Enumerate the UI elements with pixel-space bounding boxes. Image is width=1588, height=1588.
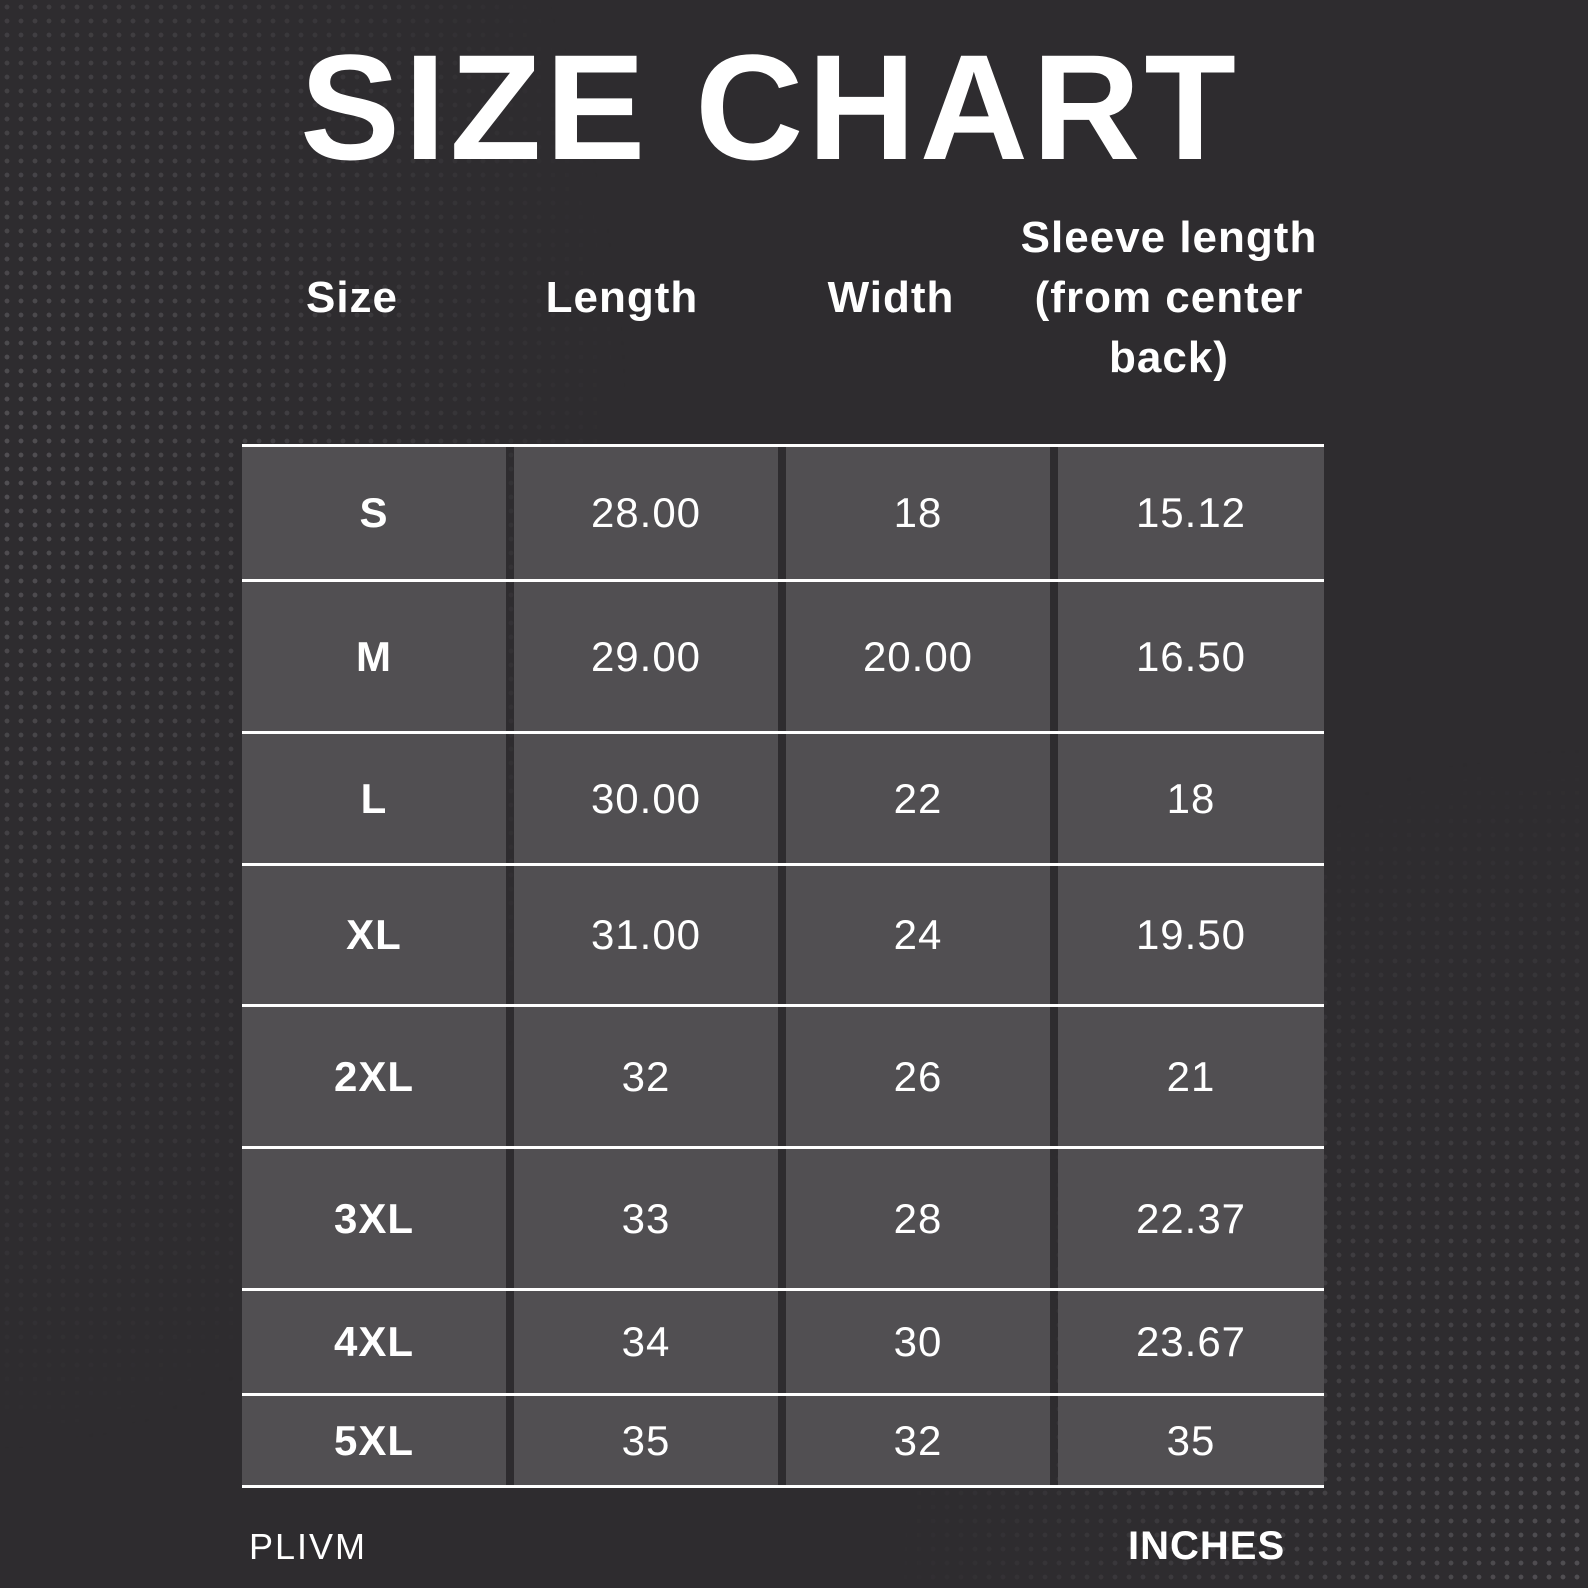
page-title: SIZE CHART — [300, 23, 1240, 191]
cell-sleeve: 23.67 — [1058, 1291, 1324, 1393]
table-row: XL 31.00 24 19.50 — [242, 866, 1324, 1007]
cell-sleeve: 18 — [1058, 734, 1324, 863]
header-width: Width — [827, 272, 955, 322]
cell-width: 32 — [786, 1396, 1050, 1485]
table-row: 2XL 32 26 21 — [242, 1007, 1324, 1149]
cell-size: 2XL — [242, 1007, 506, 1146]
header-size: Size — [305, 272, 399, 322]
table-row: 4XL 34 30 23.67 — [242, 1291, 1324, 1396]
cell-width: 28 — [786, 1149, 1050, 1288]
table-row: 5XL 35 32 35 — [242, 1396, 1324, 1488]
cell-length: 29.00 — [514, 582, 778, 731]
table-header: Size Length Width Sleeve length (from ce… — [242, 205, 1342, 390]
cell-length: 28.00 — [514, 447, 778, 579]
cell-size: 4XL — [242, 1291, 506, 1393]
cell-size: M — [242, 582, 506, 731]
cell-width: 26 — [786, 1007, 1050, 1146]
cell-length: 32 — [514, 1007, 778, 1146]
cell-sleeve: 15.12 — [1058, 447, 1324, 579]
size-table: S 28.00 18 15.12 M 29.00 20.00 16.50 L 3… — [242, 444, 1324, 1488]
unit-label: INCHES — [1128, 1524, 1286, 1568]
cell-length: 35 — [514, 1396, 778, 1485]
cell-size: S — [242, 447, 506, 579]
cell-size: L — [242, 734, 506, 863]
table-row: 3XL 33 28 22.37 — [242, 1149, 1324, 1291]
header-length: Length — [545, 272, 699, 322]
cell-length: 31.00 — [514, 866, 778, 1004]
cell-sleeve: 21 — [1058, 1007, 1324, 1146]
brand-label: PLIVM — [249, 1526, 368, 1567]
cell-size: XL — [242, 866, 506, 1004]
cell-length: 33 — [514, 1149, 778, 1288]
cell-size: 5XL — [242, 1396, 506, 1485]
cell-width: 22 — [786, 734, 1050, 863]
cell-width: 30 — [786, 1291, 1050, 1393]
table-row: M 29.00 20.00 16.50 — [242, 582, 1324, 734]
cell-length: 30.00 — [514, 734, 778, 863]
table-row: L 30.00 22 18 — [242, 734, 1324, 866]
cell-length: 34 — [514, 1291, 778, 1393]
cell-size: 3XL — [242, 1149, 506, 1288]
cell-width: 20.00 — [786, 582, 1050, 731]
header-sleeve-length: Sleeve length (from center back) — [1020, 212, 1318, 382]
cell-sleeve: 16.50 — [1058, 582, 1324, 731]
cell-width: 18 — [786, 447, 1050, 579]
cell-sleeve: 19.50 — [1058, 866, 1324, 1004]
cell-width: 24 — [786, 866, 1050, 1004]
cell-sleeve: 35 — [1058, 1396, 1324, 1485]
table-row: S 28.00 18 15.12 — [242, 444, 1324, 582]
cell-sleeve: 22.37 — [1058, 1149, 1324, 1288]
